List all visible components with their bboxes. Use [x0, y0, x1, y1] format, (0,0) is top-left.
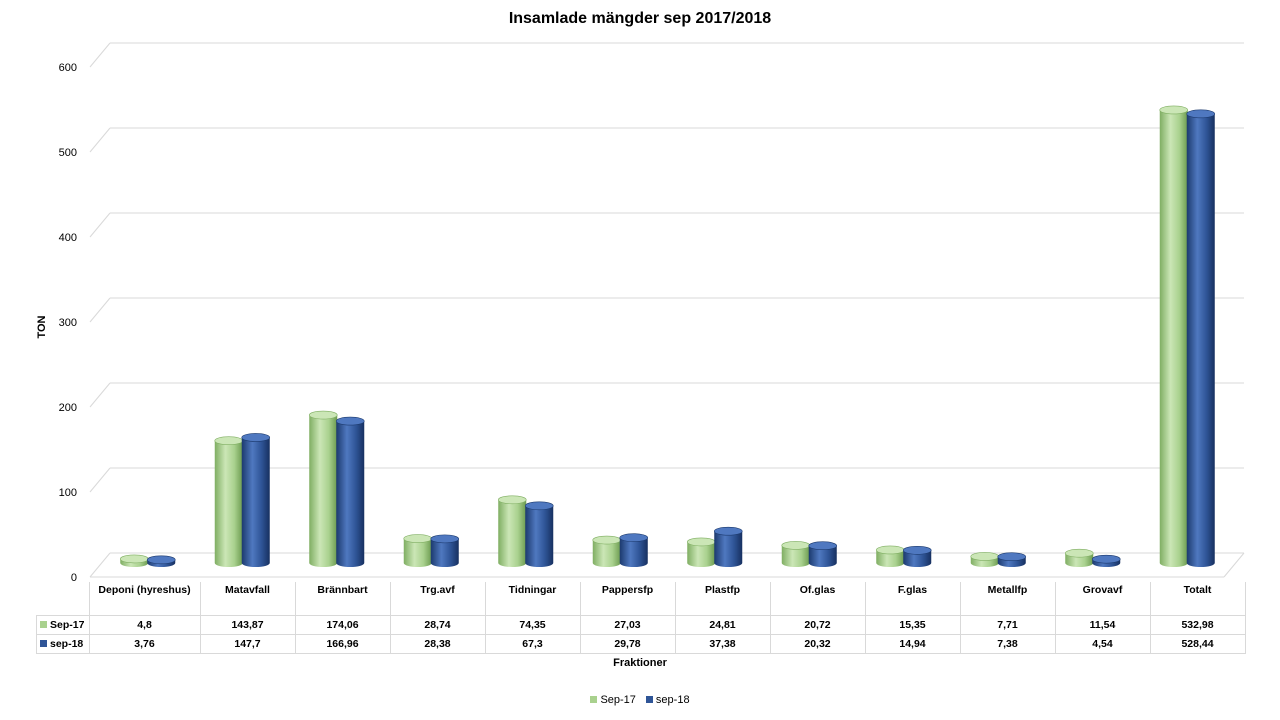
bar-sep17: [1159, 105, 1189, 567]
bar-sep17: [781, 541, 811, 567]
gridline-side: [89, 297, 111, 323]
data-label: 28,74: [389, 615, 486, 635]
data-label: 528,44: [1149, 634, 1246, 654]
data-label: 147,7: [199, 634, 296, 654]
legend-key-icon: [590, 696, 598, 703]
bar-sep18: [1091, 554, 1121, 567]
x-tick-label: Trg.avf: [389, 582, 486, 616]
table-row: sep-18 3,76 147,7 166,96 28,38 67,3 29,78 37,38…: [36, 634, 1246, 654]
data-label: 29,78: [579, 634, 676, 654]
x-axis-title: Fraktioner: [613, 657, 667, 669]
y-tick-label: 500: [59, 147, 77, 159]
data-label: 143,87: [199, 615, 296, 635]
x-tick-label: Pappersfp: [579, 582, 676, 616]
data-label: 3,76: [88, 634, 201, 654]
legend-item: Sep-17: [590, 694, 636, 706]
x-tick-label: F.glas: [864, 582, 961, 616]
bar-sep18: [241, 433, 271, 567]
gridline-side: [89, 42, 111, 68]
bar-sep17: [686, 537, 716, 567]
series-name: Sep-17: [50, 618, 85, 631]
legend: Sep-17 sep-18: [0, 694, 1280, 706]
legend-label: Sep-17: [600, 694, 636, 706]
gridline-side: [89, 127, 111, 153]
table-header-row: Deponi (hyreshus) Matavfall Brännbart Trg.a…: [37, 582, 1246, 616]
floor-edge: [1223, 552, 1245, 578]
data-label: 7,71: [959, 615, 1056, 635]
bar-sep18: [808, 541, 838, 567]
x-tick-label: Totalt: [1149, 582, 1246, 616]
x-tick-label: Grovavf: [1054, 582, 1151, 616]
bar-sep17: [497, 495, 527, 567]
series-name: sep-18: [50, 637, 84, 650]
bar-sep18: [524, 501, 554, 567]
y-tick-label: 0: [71, 572, 77, 584]
data-label: 15,35: [864, 615, 961, 635]
bar-sep17: [875, 545, 905, 567]
legend-label: sep-18: [655, 694, 690, 706]
data-label: 20,32: [769, 634, 866, 654]
gridline-side: [89, 382, 111, 408]
legend-item: sep-18: [645, 694, 690, 706]
bar-sep17: [970, 552, 1000, 567]
x-tick-label: Of.glas: [769, 582, 866, 616]
bar-sep18: [902, 546, 932, 567]
chart-title: Insamlade mängder sep 2017/2018: [508, 10, 772, 27]
data-label: 4,8: [88, 615, 201, 635]
legend-key-icon: [40, 620, 47, 628]
x-tick-label: Matavfall: [199, 582, 296, 616]
bar-sep17: [308, 410, 338, 567]
data-label: 174,06: [294, 615, 391, 635]
bar-sep17: [1064, 548, 1094, 567]
data-label: 7,38: [959, 634, 1056, 654]
bar-sep18: [335, 416, 365, 567]
bar-sep17: [214, 436, 244, 567]
legend-key-icon: [645, 696, 653, 703]
y-tick-label: 300: [59, 317, 77, 329]
data-label: 166,96: [294, 634, 391, 654]
data-label: 24,81: [674, 615, 771, 635]
x-tick-label: Brännbart: [294, 582, 391, 616]
x-tick-label: Tidningar: [484, 582, 581, 616]
data-label: 20,72: [769, 615, 866, 635]
table-series-label: sep-18: [36, 634, 90, 654]
bar-sep18: [1186, 109, 1216, 568]
bar-sep17: [403, 534, 433, 567]
bar-sep18: [619, 533, 649, 567]
data-table: Deponi (hyreshus) Matavfall Brännbart Trg.a…: [36, 582, 1246, 654]
data-label: 28,38: [389, 634, 486, 654]
data-label: 14,94: [864, 634, 961, 654]
table-corner: [37, 582, 90, 616]
y-tick-label: 400: [59, 232, 77, 244]
table-series-label: Sep-17: [36, 615, 90, 635]
y-tick-label: 100: [59, 487, 77, 499]
x-tick-label: Metallfp: [959, 582, 1056, 616]
y-axis-title: TON: [36, 315, 48, 338]
data-label: 37,38: [674, 634, 771, 654]
gridline-side: [89, 467, 111, 493]
bar-sep18: [713, 526, 743, 567]
bar-sep18: [430, 534, 460, 567]
gridline-side: [89, 212, 111, 238]
data-label: 11,54: [1054, 615, 1151, 635]
gridline-side: [89, 552, 111, 578]
data-label: 532,98: [1149, 615, 1246, 635]
data-label: 4,54: [1054, 634, 1151, 654]
bar-sep17: [119, 554, 149, 567]
data-label: 27,03: [579, 615, 676, 635]
table-row: Sep-17 4,8 143,87 174,06 28,74 74,35 27,03 24,8…: [36, 615, 1246, 635]
x-tick-label: Plastfp: [674, 582, 771, 616]
bar-sep18: [146, 555, 176, 567]
data-label: 67,3: [484, 634, 581, 654]
legend-key-icon: [40, 639, 47, 647]
bar-sep18: [997, 552, 1027, 567]
y-tick-label: 200: [59, 402, 77, 414]
bar-sep17: [592, 535, 622, 567]
data-label: 74,35: [484, 615, 581, 635]
x-tick-label: Deponi (hyreshus): [88, 582, 201, 616]
y-tick-label: 600: [59, 62, 77, 74]
